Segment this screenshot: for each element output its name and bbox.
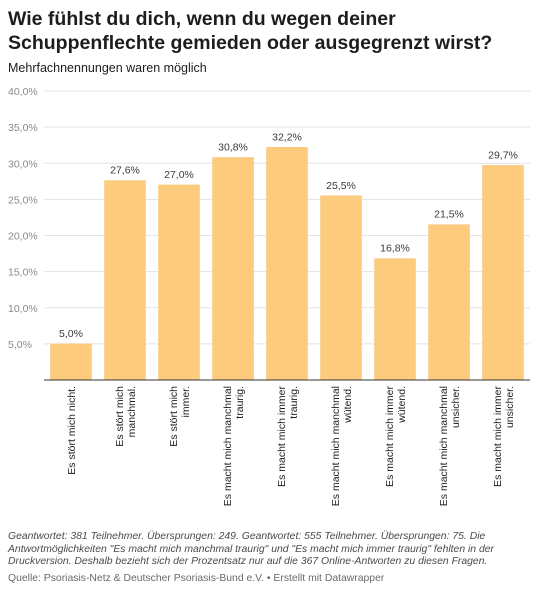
x-tick-label: Es macht mich immer wütend. — [384, 386, 408, 487]
x-tick-label-line: immer. — [180, 386, 192, 418]
x-tick-label-line: unsicher. — [504, 386, 516, 428]
y-tick-label: 20,0% — [8, 231, 38, 243]
y-tick-label: 30,0% — [8, 158, 38, 170]
x-tick-label-line: manchmal. — [126, 386, 138, 437]
x-tick-label-line: wütend. — [342, 386, 354, 424]
y-tick-label: 35,0% — [8, 122, 38, 134]
y-tick-label: 40,0% — [8, 86, 38, 98]
y-tick-label: 25,0% — [8, 194, 38, 206]
bar — [50, 343, 92, 381]
x-tick-label-line: Es macht mich immer — [276, 386, 288, 487]
data-label: 16,8% — [380, 243, 410, 255]
y-tick-label: 15,0% — [8, 267, 38, 279]
chart-source: Quelle: Psoriasis-Netz & Deutscher Psori… — [8, 573, 385, 584]
bar — [428, 224, 470, 381]
x-tick-label-line: Es stört mich — [168, 386, 180, 447]
x-tick-label: Es stört mich immer. — [168, 386, 192, 447]
x-tick-label-line: wütend. — [396, 386, 408, 424]
x-tick-label: Es stört mich nicht. — [66, 386, 78, 475]
x-tick-label: Es macht mich manchmal unsicher. — [438, 386, 462, 506]
x-tick-label-line: Es macht mich manchmal — [222, 386, 234, 506]
data-label: 5,0% — [59, 328, 83, 340]
x-tick-label-line: Es macht mich immer — [384, 386, 396, 487]
bar — [104, 180, 146, 381]
bar — [374, 258, 416, 381]
y-tick-label: 5,0% — [8, 339, 32, 351]
chart-notes: Geantwortet: 381 Teilnehmer. Übersprunge… — [8, 531, 494, 568]
chart-subtitle: Mehrfachnennungen waren möglich — [8, 61, 207, 75]
x-tick-label-line: traurig. — [234, 386, 246, 419]
chart-title: Wie fühlst du dich, wenn du wegen deiner… — [8, 8, 493, 54]
data-label: 25,5% — [326, 180, 356, 192]
data-label: 32,2% — [272, 131, 302, 143]
x-tick-label-line: Es stört mich nicht. — [66, 386, 78, 475]
x-tick-label-line: Es macht mich manchmal — [330, 386, 342, 506]
data-label: 27,0% — [164, 169, 194, 181]
y-tick-label: 10,0% — [8, 303, 38, 315]
bar — [320, 195, 362, 381]
bar — [158, 184, 200, 381]
bar — [482, 165, 524, 381]
x-tick-label: Es macht mich immer traurig. — [276, 386, 300, 487]
bar — [212, 157, 254, 381]
bar — [266, 147, 308, 381]
x-tick-label: Es macht mich manchmal wütend. — [330, 386, 354, 506]
x-tick-label-line: unsicher. — [450, 386, 462, 428]
x-tick-label-line: Es stört mich — [114, 386, 126, 447]
bar-chart: 5,0% 10,0% 15,0% 20,0% 25,0% 30,0% 35,0% 40,0% 5… — [8, 86, 530, 506]
data-label: 21,5% — [434, 209, 464, 221]
x-tick-label-line: Es macht mich immer — [492, 386, 504, 487]
data-label: 29,7% — [488, 149, 518, 161]
data-label: 27,6% — [110, 165, 140, 177]
x-tick-label-line: traurig. — [288, 386, 300, 419]
data-label: 30,8% — [218, 141, 248, 153]
x-tick-label: Es stört mich manchmal. — [114, 386, 138, 447]
x-tick-label: Es macht mich immer unsicher. — [492, 386, 516, 487]
x-tick-label-line: Es macht mich manchmal — [438, 386, 450, 506]
x-tick-label: Es macht mich manchmal traurig. — [222, 386, 246, 506]
